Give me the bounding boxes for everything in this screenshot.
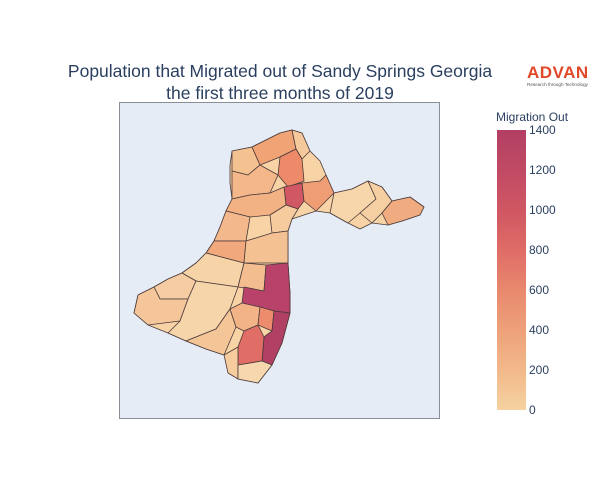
map-plot-area[interactable]: [119, 102, 440, 419]
map-region[interactable]: [237, 360, 273, 384]
colorbar-gradient: [497, 130, 526, 410]
colorbar-tick-label: 0: [529, 403, 536, 417]
logo-tagline: Research through Technology: [527, 82, 588, 87]
map-region[interactable]: [213, 210, 251, 242]
colorbar-title: Migration Out: [496, 110, 569, 124]
colorbar-tick-label: 1400: [529, 123, 556, 137]
chart-title: Population that Migrated out of Sandy Sp…: [30, 60, 530, 104]
logo-word: ADVAN: [527, 63, 589, 82]
map-region[interactable]: [133, 286, 189, 326]
choropleth-map[interactable]: [120, 103, 439, 418]
colorbar-tick-label: 1000: [529, 203, 556, 217]
chart-title-line-2: the first three months of 2019: [166, 83, 394, 103]
colorbar-tick-label: 600: [529, 283, 550, 297]
advan-logo: ADVAN Research through Technology: [527, 64, 597, 88]
colorbar-tick-label: 1200: [529, 163, 556, 177]
chart-title-line-1: Population that Migrated out of Sandy Sp…: [67, 61, 493, 81]
colorbar-tick-label: 200: [529, 363, 550, 377]
map-region[interactable]: [243, 230, 289, 264]
map-region[interactable]: [291, 129, 311, 160]
colorbar-tick-label: 800: [529, 243, 550, 257]
map-region[interactable]: [381, 196, 425, 226]
map-region[interactable]: [359, 180, 393, 224]
colorbar-tick-label: 400: [529, 323, 550, 337]
